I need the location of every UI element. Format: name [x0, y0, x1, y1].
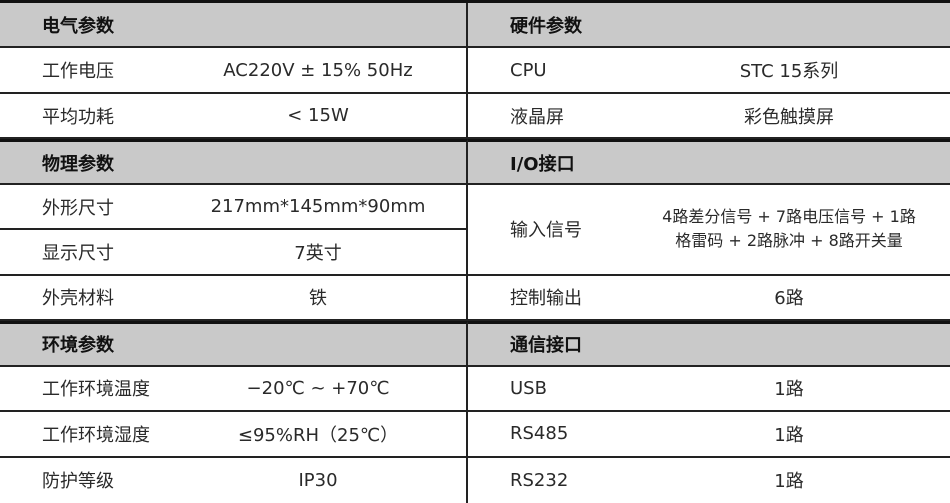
table-row: 工作环境温度 −20℃ ~ +70℃	[0, 366, 468, 413]
table-row: 平均功耗 < 15W	[0, 93, 468, 140]
section-header-communication: 通信接口	[468, 321, 950, 367]
row-value: 1路	[774, 424, 804, 446]
row-label: 工作环境湿度	[42, 424, 150, 446]
row-label: 防护等级	[42, 471, 114, 493]
section-title: 物理参数	[42, 153, 114, 175]
table-row: 外壳材料 铁	[0, 275, 468, 322]
row-value: 6路	[774, 288, 804, 310]
section-header-hardware: 硬件参数	[468, 3, 950, 49]
section-header-environment: 环境参数	[0, 321, 468, 367]
row-value: 铁	[309, 288, 327, 310]
row-value: STC 15系列	[739, 61, 839, 83]
value-line: 4路差分信号 + 7路电压信号 + 1路	[662, 207, 916, 227]
row-label: 外形尺寸	[42, 197, 114, 219]
row-label: 显示尺寸	[42, 242, 114, 264]
row-label: CPU	[510, 59, 547, 81]
row-label: 液晶屏	[510, 106, 564, 128]
row-value: 彩色触摸屏	[744, 106, 834, 128]
section-title: 通信接口	[510, 335, 582, 357]
table-row: 外形尺寸 217mm*145mm*90mm	[0, 184, 468, 231]
row-label: USB	[510, 377, 547, 399]
row-label: 工作环境温度	[42, 379, 150, 401]
section-title: I/O接口	[510, 153, 575, 175]
table-row: 液晶屏 彩色触摸屏	[468, 94, 950, 140]
row-value: 217mm*145mm*90mm	[210, 196, 426, 218]
table-row: 防护等级 IP30	[0, 457, 468, 503]
row-value: 1路	[774, 471, 804, 493]
row-value: 4路差分信号 + 7路电压信号 + 1路 格雷码 + 2路脉冲 + 8路开关量	[628, 205, 950, 253]
row-label: 输入信号	[510, 220, 582, 242]
section-title: 硬件参数	[510, 15, 582, 37]
row-label: RS485	[510, 423, 569, 445]
table-row: RS232 1路	[468, 458, 950, 503]
row-value: AC220V ± 15% 50Hz	[223, 59, 413, 81]
row-value: −20℃ ~ +70℃	[246, 377, 390, 399]
table-row: USB 1路	[468, 367, 950, 413]
table-row: 工作电压 AC220V ± 15% 50Hz	[0, 48, 468, 94]
row-value: < 15W	[287, 105, 349, 127]
row-label: 平均功耗	[42, 106, 114, 128]
row-value: 7英寸	[294, 242, 342, 264]
value-line: 格雷码 + 2路脉冲 + 8路开关量	[675, 231, 903, 251]
section-title: 环境参数	[42, 335, 114, 357]
section-header-physical: 物理参数	[0, 139, 468, 185]
row-value: ≤95%RH（25℃）	[237, 424, 399, 446]
row-value: IP30	[298, 469, 338, 491]
section-header-electrical: 电气参数	[0, 3, 468, 49]
table-row: 输入信号 4路差分信号 + 7路电压信号 + 1路 格雷码 + 2路脉冲 + 8路开…	[468, 185, 950, 276]
table-row: RS485 1路	[468, 412, 950, 458]
table-row: 控制输出 6路	[468, 276, 950, 322]
row-value: 1路	[774, 379, 804, 401]
table-row: CPU STC 15系列	[468, 48, 950, 94]
section-header-io: I/O接口	[468, 139, 950, 185]
section-title: 电气参数	[42, 15, 114, 37]
table-row: 工作环境湿度 ≤95%RH（25℃）	[0, 412, 468, 458]
row-label: 工作电压	[42, 61, 114, 83]
row-label: 外壳材料	[42, 288, 114, 310]
row-label: 控制输出	[510, 288, 582, 310]
table-row: 显示尺寸 7英寸	[0, 230, 468, 276]
row-label: RS232	[510, 469, 569, 491]
